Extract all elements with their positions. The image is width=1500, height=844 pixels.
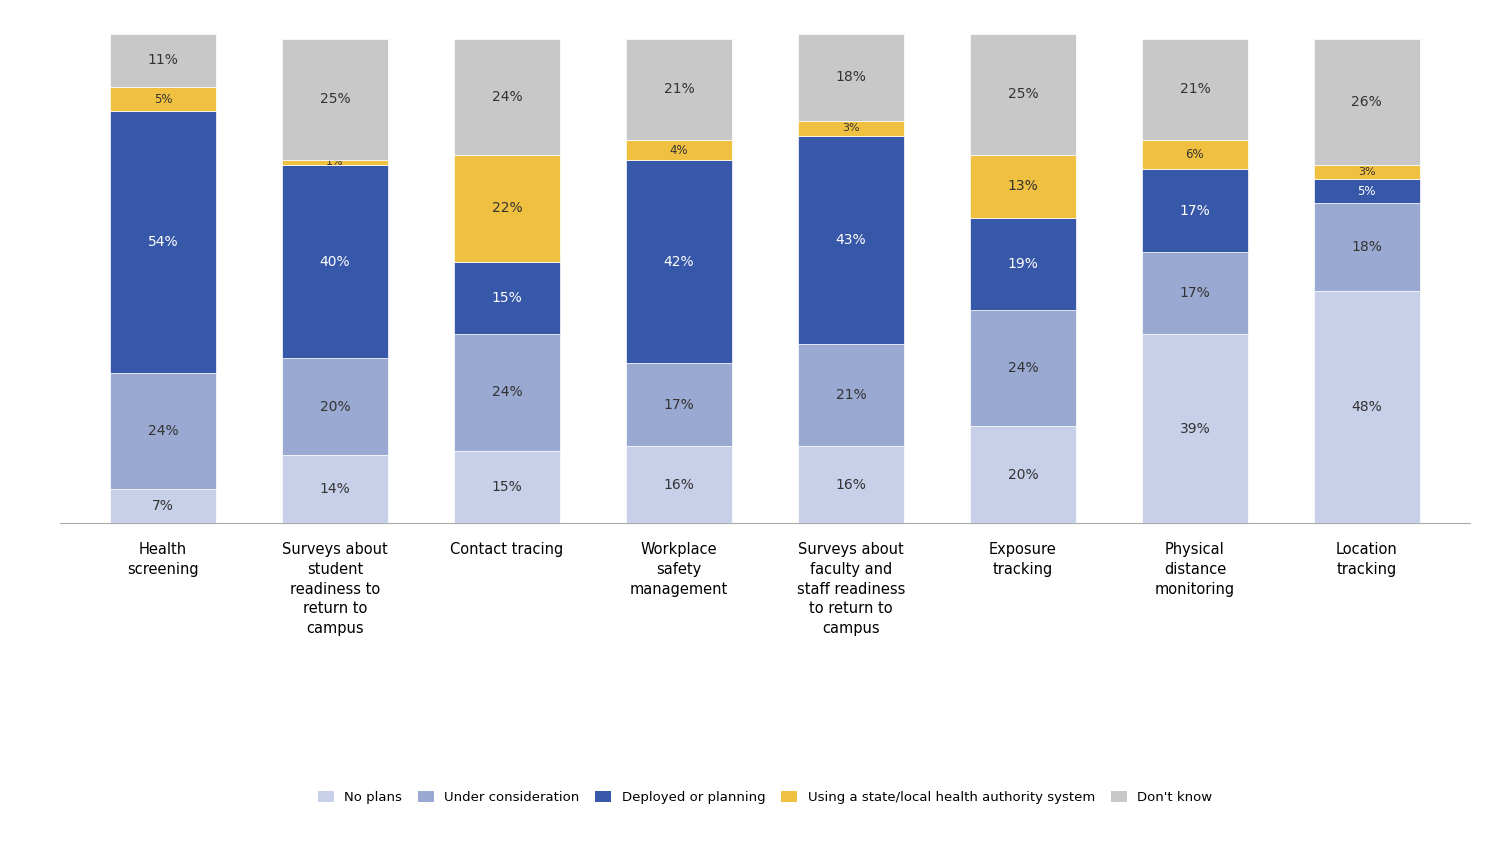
Text: 42%: 42% [663, 255, 694, 268]
Bar [282, 39, 388, 160]
Bar [626, 363, 732, 446]
Text: 14%: 14% [320, 483, 351, 496]
Bar [969, 310, 1076, 426]
Bar [1142, 334, 1248, 523]
Legend: No plans, Under consideration, Deployed or planning, Using a state/local health : No plans, Under consideration, Deployed … [310, 784, 1220, 810]
Text: 40%: 40% [320, 255, 351, 268]
Bar [454, 155, 561, 262]
Text: 25%: 25% [320, 92, 351, 106]
Bar [454, 334, 561, 451]
Text: 21%: 21% [663, 83, 694, 96]
Bar [454, 39, 561, 155]
Bar [282, 456, 388, 523]
Text: 21%: 21% [1179, 83, 1210, 96]
Text: 15%: 15% [492, 480, 522, 494]
Bar [110, 111, 216, 373]
Bar [626, 446, 732, 523]
Text: 1%: 1% [327, 157, 344, 167]
Bar [1142, 39, 1248, 140]
Bar [626, 39, 732, 140]
Bar [798, 344, 904, 446]
Text: 15%: 15% [492, 291, 522, 305]
Bar [1142, 252, 1248, 334]
Text: 17%: 17% [1179, 286, 1210, 300]
Text: 19%: 19% [1008, 257, 1038, 271]
Bar [282, 160, 388, 165]
Text: 18%: 18% [1352, 240, 1383, 254]
Text: 3%: 3% [842, 123, 860, 133]
Text: 16%: 16% [836, 478, 867, 491]
Text: 26%: 26% [1352, 95, 1382, 109]
Bar [1314, 39, 1420, 165]
Bar [454, 451, 561, 523]
Text: 4%: 4% [669, 143, 688, 157]
Bar [626, 160, 732, 363]
Bar [110, 34, 216, 87]
Bar [969, 155, 1076, 218]
Bar [282, 165, 388, 359]
Text: 54%: 54% [148, 235, 178, 249]
Text: 6%: 6% [1185, 149, 1204, 161]
Bar [1314, 203, 1420, 290]
Text: 5%: 5% [154, 93, 172, 106]
Text: 17%: 17% [663, 398, 694, 412]
Text: 24%: 24% [148, 425, 178, 438]
Text: 11%: 11% [147, 53, 178, 68]
Text: 3%: 3% [1358, 167, 1376, 177]
Bar [1314, 165, 1420, 179]
Text: 18%: 18% [836, 70, 867, 84]
Bar [798, 34, 904, 121]
Bar [969, 426, 1076, 523]
Bar [969, 218, 1076, 310]
Text: 17%: 17% [1179, 203, 1210, 218]
Text: 24%: 24% [492, 386, 522, 399]
Text: 16%: 16% [663, 478, 694, 491]
Text: 24%: 24% [1008, 361, 1038, 376]
Text: 20%: 20% [320, 400, 351, 414]
Bar [110, 373, 216, 490]
Text: 22%: 22% [492, 201, 522, 215]
Text: 20%: 20% [1008, 468, 1038, 482]
Bar [798, 136, 904, 344]
Bar [798, 446, 904, 523]
Bar [1314, 179, 1420, 203]
Bar [110, 87, 216, 111]
Text: 13%: 13% [1008, 180, 1038, 193]
Bar [1314, 290, 1420, 523]
Bar [969, 34, 1076, 155]
Bar [1142, 170, 1248, 252]
Text: 48%: 48% [1352, 400, 1382, 414]
Text: 43%: 43% [836, 233, 867, 246]
Bar [1142, 140, 1248, 170]
Bar [282, 359, 388, 456]
Bar [454, 262, 561, 334]
Text: 21%: 21% [836, 388, 867, 402]
Text: 25%: 25% [1008, 87, 1038, 101]
Text: 24%: 24% [492, 89, 522, 104]
Bar [626, 140, 732, 160]
Bar [110, 490, 216, 523]
Text: 7%: 7% [152, 500, 174, 513]
Bar [798, 121, 904, 136]
Text: 39%: 39% [1179, 422, 1210, 436]
Text: 5%: 5% [1358, 185, 1376, 197]
